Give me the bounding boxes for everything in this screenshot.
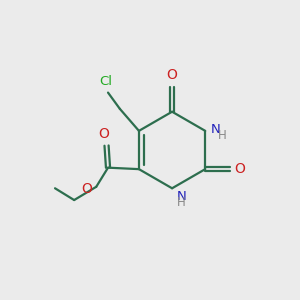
Text: O: O [82,182,92,196]
Text: N: N [176,190,186,203]
Text: H: H [176,196,185,208]
Text: N: N [211,123,220,136]
Text: O: O [167,68,178,82]
Text: O: O [235,162,246,176]
Text: Cl: Cl [99,76,112,88]
Text: H: H [218,129,226,142]
Text: O: O [98,128,109,142]
